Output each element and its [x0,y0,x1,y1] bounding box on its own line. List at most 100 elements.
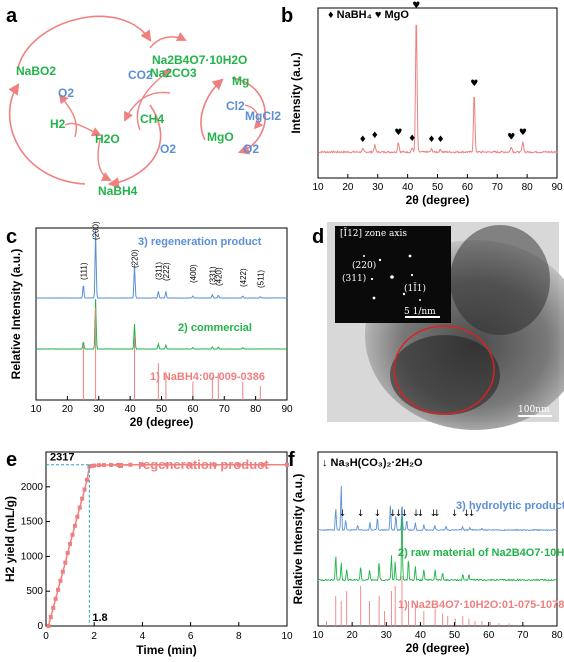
e-data-point [285,462,289,467]
compound-mgo: MgO [207,130,234,144]
e-data-point [212,462,217,467]
e-annot-2317: 2317 [50,452,74,464]
panel-d-label: d [312,226,324,248]
e-data-point [97,463,102,468]
e-data-point [51,605,56,610]
c-xtick-label: 80 [250,404,262,415]
e-data-point [260,462,265,467]
e-ytick-label: 500 [26,586,43,597]
c-xtick-label: 90 [281,404,293,415]
e-xlabel: Time (min) [136,643,196,657]
f-marker-arrow: ↓ [468,509,476,519]
f-xtick-label: 60 [483,630,495,641]
panel-e-label: e [6,449,17,471]
e-annot-1-8: 1.8 [92,612,107,624]
b-marker-nabh4: ♦ [359,135,367,145]
compound-mgcl2: MgCl2 [245,109,281,123]
e-data-point [236,462,241,467]
c-hkl-label: (220) [131,249,140,268]
e-data-point [60,569,65,574]
f-xlabel: 2θ (degree) [406,641,470,655]
e-xtick-label: 6 [188,631,194,642]
e-ytick-label: 2000 [21,482,44,493]
f-xtick-label: 10 [312,630,324,641]
f-xtick-label: 30 [381,630,393,641]
panel-c-plot: 3) regeneration product 2) commercial 1) N… [9,221,293,429]
main-scale-label: 100nm [518,405,550,415]
f-xtick-label: 80 [551,630,563,641]
e-data-point [92,463,97,468]
b-xtick-label: 60 [462,182,474,193]
f-marker-arrow: ↓ [433,509,441,519]
f-legend-2: 2) raw material of Na2B4O7·10H2O [398,547,564,559]
b-marker-mgo: ♥ [394,128,402,138]
c-xtick-label: 70 [219,404,231,415]
e-data-point [53,596,58,601]
b-xtick-label: 50 [432,182,444,193]
c-xtick-label: 50 [156,404,168,415]
c-ylabel: Relative Intensity (a.u.) [9,249,23,380]
spot-311: (311) [342,273,366,284]
c-xtick-label: 60 [187,404,199,415]
f-xtick-label: 70 [517,630,529,641]
b-xtick-label: 90 [551,182,563,193]
b-xtick-label: 40 [402,182,414,193]
e-data-point [68,541,73,546]
c-hkl-label: (422) [239,268,248,287]
compound-h2o: H2O [95,132,120,146]
compound-o2-left: O2 [58,86,74,100]
c-hkl-label: (222) [162,262,171,281]
diffraction-spots [363,254,421,301]
f-marker-arrow: ↓ [412,509,420,519]
compound-nabh4: NaBH4 [98,184,138,198]
c-hkl-label: (111) [79,262,88,280]
f-marker-arrow: ↓ [401,509,409,519]
e-data-point [84,477,89,482]
c-xtick-label: 30 [93,404,105,415]
b-marker-mgo: ♥ [470,79,478,89]
f-marker-arrow: ↓ [339,509,347,519]
f-marker-arrow: ↓ [463,509,471,519]
b-marker-mgo: ♥ [412,1,420,11]
c-hkl-label: (200) [92,221,101,240]
c-hkl-label: (511) [256,270,265,288]
e-xtick-label: 8 [236,631,242,642]
c-xtick-label: 10 [30,404,42,415]
f-marker-arrow: ↓ [430,509,438,519]
e-data-point [58,578,63,583]
f-marker-arrow: ↓ [395,509,403,519]
e-data-point [65,550,70,555]
c-legend-3: 1) NaBH4:00-009-0386 [150,371,265,383]
c-series-2 [36,298,288,350]
panel-f-label: f [288,449,295,471]
f-series-2 [317,517,558,582]
compound-o2-right: O2 [243,142,259,156]
panel-e-h2-yield: e 0 2 4 6 8 10 0 500 1000 1500 2000 Time (min) H2 yi… [3,449,293,657]
f-marker-arrow: ↓ [417,509,425,519]
panel-c-xrd: c 3) regeneration product 2) commercial 1)… [6,221,293,429]
b-xtick-label: 10 [312,182,324,193]
b-xtick-label: 80 [522,182,534,193]
c-xtick-label: 20 [62,404,74,415]
e-ytick-label: 1500 [21,517,44,528]
e-data-point [77,505,82,510]
b-xlabel: 2θ (degree) [406,193,470,207]
e-data-point [48,614,53,619]
f-xtick-label: 40 [415,630,427,641]
e-data-point [63,560,68,565]
e-ytick-label: 1000 [21,551,44,562]
f-legend-3: 1) Na2B4O7·10H2O:01-075-1078 [398,599,564,611]
e-data-point [89,463,94,468]
f-legend-1: 3) hydrolytic product [456,500,564,512]
e-xtick-label: 0 [43,631,49,642]
e-xtick-label: 2 [91,631,97,642]
c-legend-2: 2) commercial [178,322,252,334]
e-data-point [82,487,87,492]
panel-c-label: c [6,226,17,248]
e-data-point [72,523,77,528]
c-legend-1: 3) regeneration product [138,236,262,248]
f-xtick-label: 20 [347,630,359,641]
compound-ch4: CH4 [140,112,164,126]
saed-inset [335,226,451,323]
